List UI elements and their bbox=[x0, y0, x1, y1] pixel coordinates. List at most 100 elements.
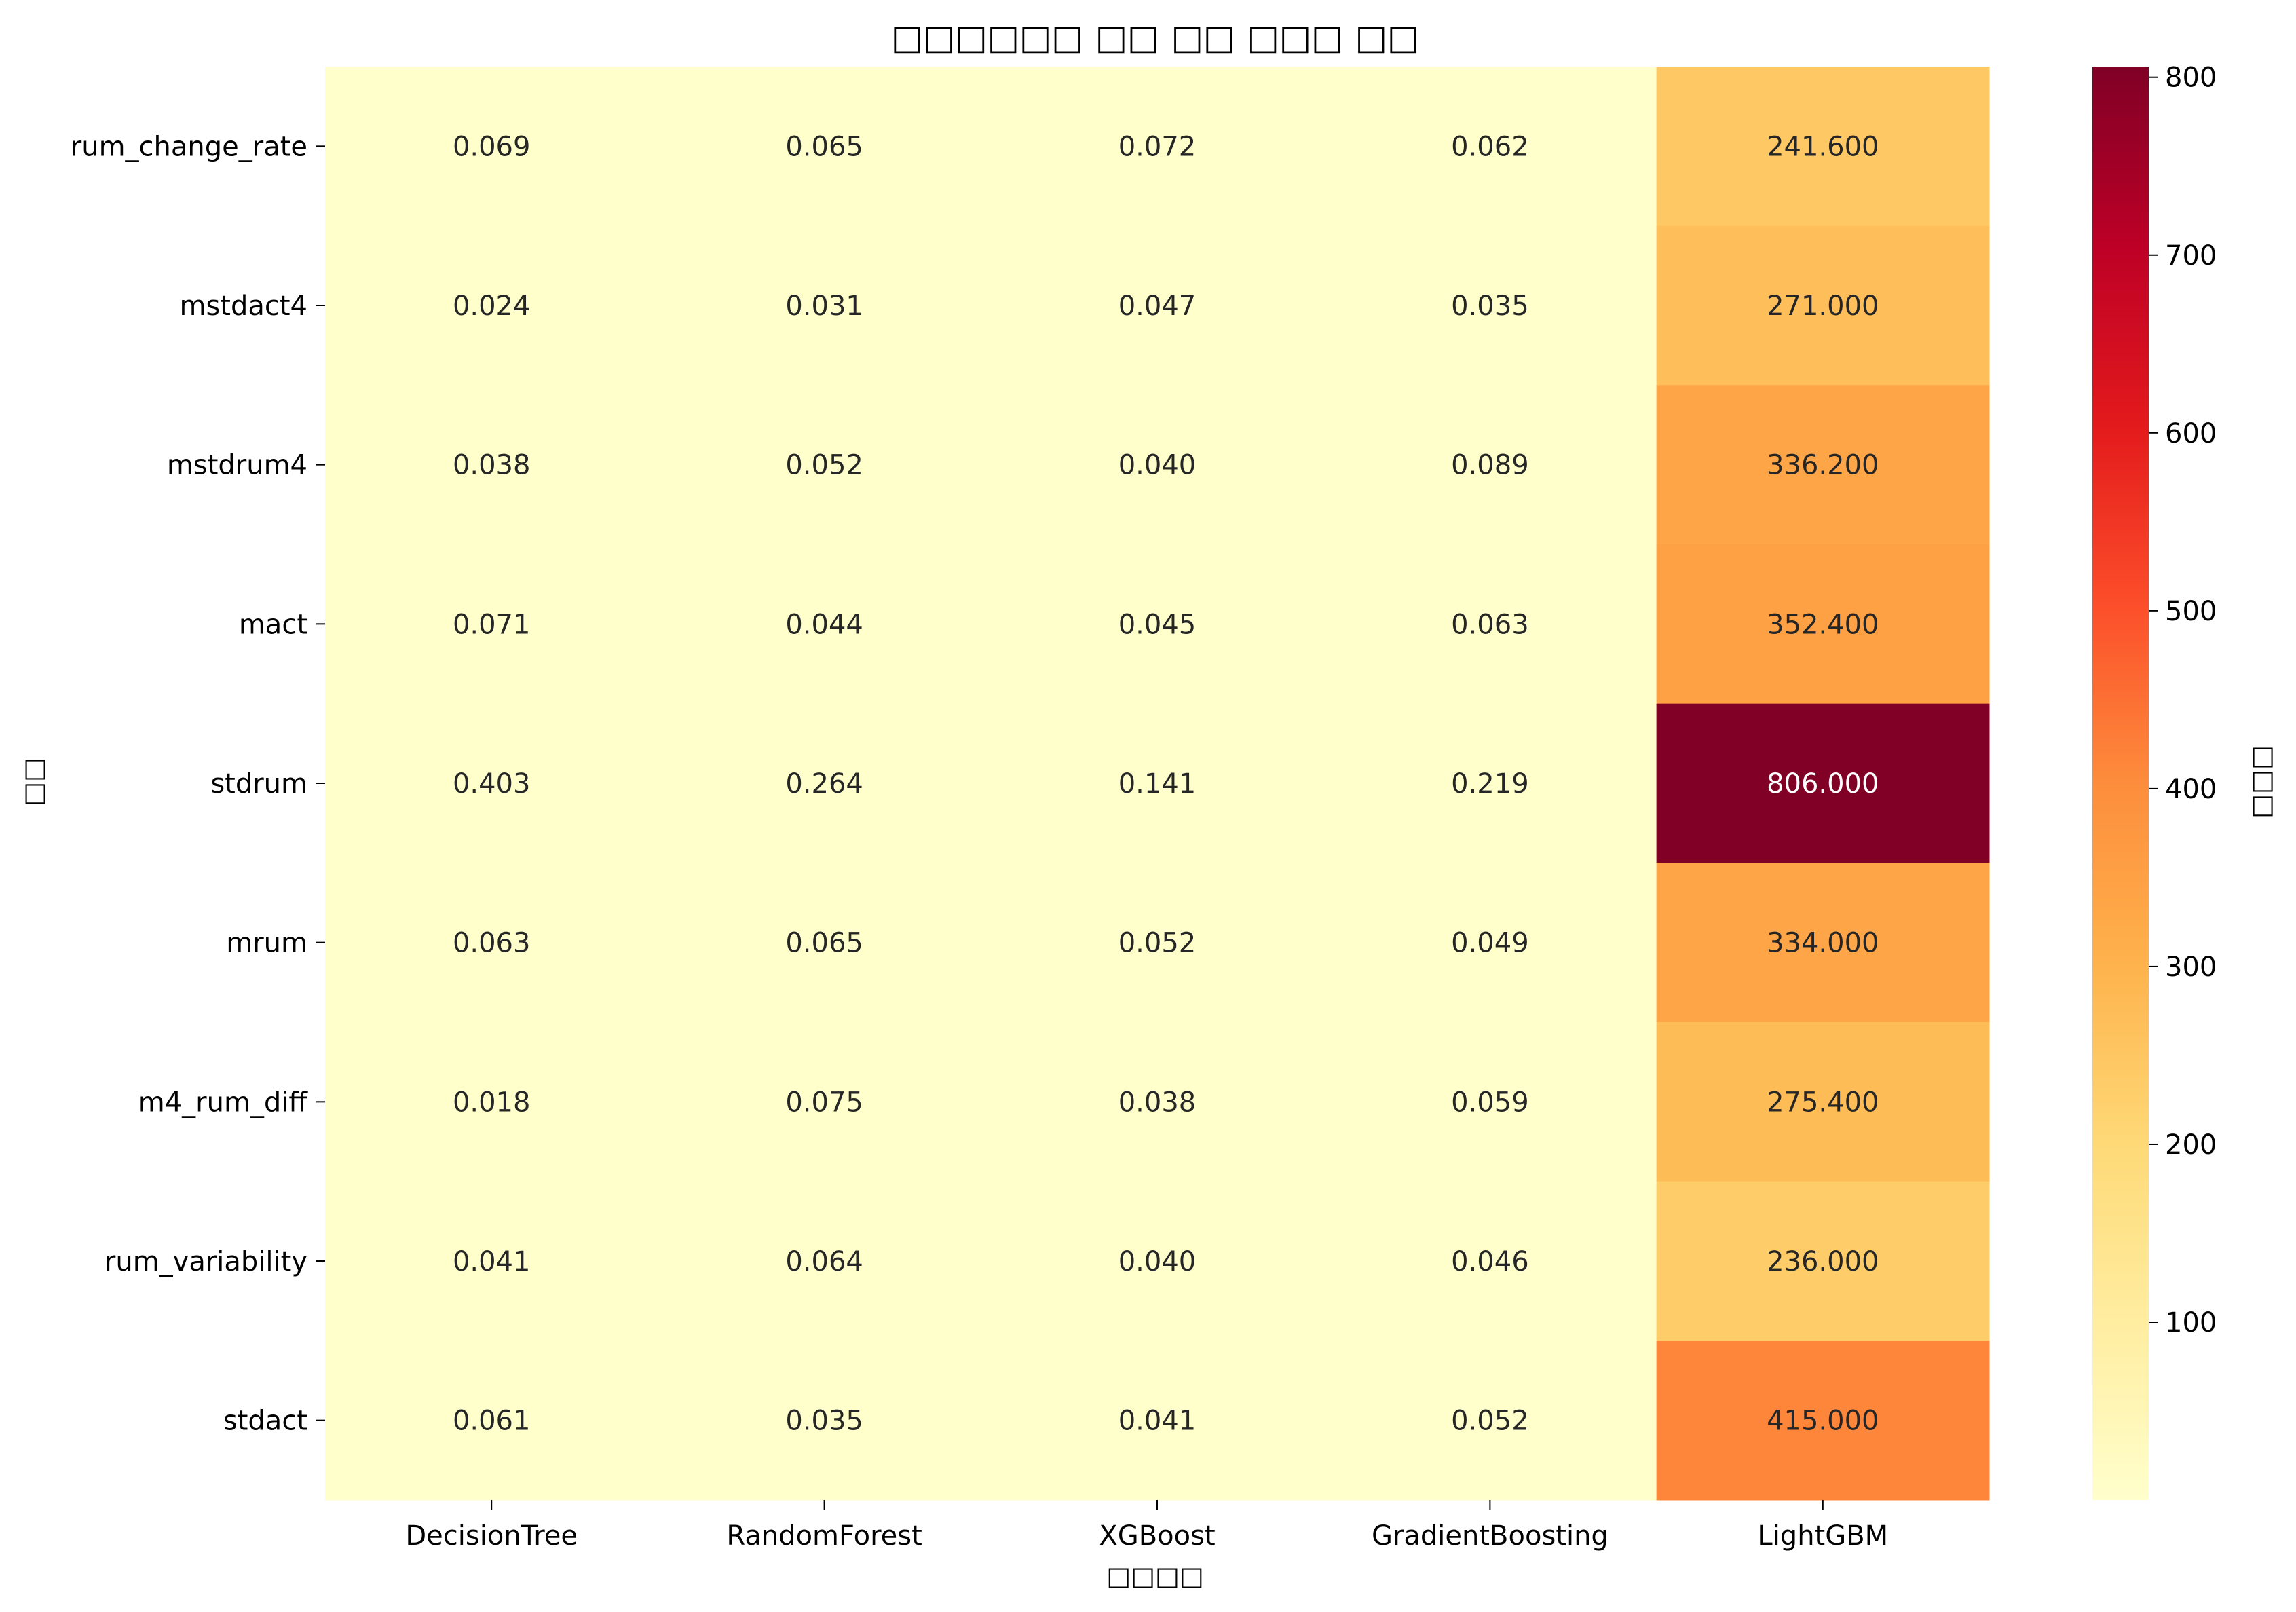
heatmap-cell bbox=[1323, 863, 1657, 1023]
cell-value-label: 271.000 bbox=[1767, 290, 1879, 322]
column-labels: DecisionTree RandomForest XGBoost GradientB… bbox=[405, 1500, 1888, 1552]
cell-value-label: 0.038 bbox=[453, 450, 531, 481]
heatmap-cell bbox=[325, 1022, 658, 1182]
heatmap-cell bbox=[658, 67, 992, 227]
colorbar-tick-label: 100 bbox=[2165, 1307, 2217, 1338]
cell-value-label: 0.403 bbox=[453, 768, 531, 800]
chart-title: □□□□□□ □□ □□ □□□ □□ bbox=[891, 18, 1419, 57]
heatmap-cell bbox=[325, 1341, 658, 1501]
cell-value-label: 415.000 bbox=[1767, 1406, 1879, 1437]
heatmap-cell bbox=[990, 225, 1324, 386]
colorbar-tick-label: 200 bbox=[2165, 1129, 2217, 1161]
y-tick-label: mstdact4 bbox=[179, 290, 307, 322]
y-axis-label: □□ bbox=[18, 757, 48, 806]
cell-value-label: 0.071 bbox=[453, 609, 531, 640]
cell-value-label: 0.035 bbox=[1451, 290, 1529, 322]
heatmap-cell bbox=[1323, 1341, 1657, 1501]
cell-value-label: 0.024 bbox=[453, 290, 531, 322]
cell-value-label: 0.041 bbox=[453, 1246, 531, 1277]
cell-value-label: 0.040 bbox=[1118, 1246, 1197, 1277]
cell-value-label: 0.219 bbox=[1451, 768, 1529, 800]
y-tick-label: rum_change_rate bbox=[71, 131, 307, 162]
heatmap-cell bbox=[1656, 385, 1990, 545]
cell-value-label: 0.046 bbox=[1451, 1246, 1529, 1277]
heatmap-cell bbox=[1323, 385, 1657, 545]
heatmap-cell bbox=[1656, 544, 1990, 705]
heatmap-cell bbox=[325, 67, 658, 227]
cell-value-label: 241.600 bbox=[1767, 131, 1879, 162]
heatmap-cell bbox=[325, 385, 658, 545]
x-tick-label: DecisionTree bbox=[405, 1520, 578, 1552]
cell-value-label: 352.400 bbox=[1767, 609, 1879, 640]
colorbar-tick-label: 300 bbox=[2165, 952, 2217, 983]
cell-value-label: 0.069 bbox=[453, 131, 531, 162]
heatmap-cell bbox=[658, 225, 992, 386]
cell-value-label: 0.052 bbox=[1451, 1406, 1529, 1437]
cell-value-label: 0.064 bbox=[785, 1246, 863, 1277]
cell-value-label: 0.063 bbox=[453, 928, 531, 959]
heatmap-cell bbox=[658, 1341, 992, 1501]
heatmap-cell bbox=[658, 1022, 992, 1182]
heatmap-cell bbox=[990, 1341, 1324, 1501]
cell-value-label: 0.041 bbox=[1118, 1406, 1197, 1437]
colorbar-tick-label: 400 bbox=[2165, 774, 2217, 805]
cell-value-label: 0.141 bbox=[1118, 768, 1197, 800]
y-tick-label: rum_variability bbox=[105, 1246, 307, 1277]
colorbar-tick-label: 500 bbox=[2165, 596, 2217, 627]
heatmap-cell bbox=[658, 703, 992, 863]
cell-value-label: 0.065 bbox=[785, 131, 863, 162]
heatmap-cell bbox=[325, 225, 658, 386]
y-tick-label: mrum bbox=[226, 928, 307, 959]
heatmap-cell bbox=[1323, 225, 1657, 386]
heatmap-cell bbox=[658, 544, 992, 705]
x-tick-label: LightGBM bbox=[1757, 1520, 1888, 1552]
cell-value-label: 275.400 bbox=[1767, 1087, 1879, 1118]
colorbar: 100 200 300 400 500 600 700 800 bbox=[2092, 62, 2217, 1500]
colorbar-tick-label: 600 bbox=[2165, 418, 2217, 449]
y-tick-label: mact bbox=[239, 609, 307, 640]
heatmap-cell bbox=[1323, 544, 1657, 705]
y-tick-label: stdrum bbox=[210, 768, 307, 800]
heatmap-cell bbox=[990, 863, 1324, 1023]
heatmap-cell bbox=[990, 67, 1324, 227]
heatmap-cell bbox=[658, 385, 992, 545]
heatmap-cell bbox=[1656, 67, 1990, 227]
cell-value-label: 0.038 bbox=[1118, 1087, 1197, 1118]
colorbar-tick-label: 800 bbox=[2165, 62, 2217, 94]
x-tick-label: RandomForest bbox=[726, 1520, 922, 1552]
cell-value-label: 0.059 bbox=[1451, 1087, 1529, 1118]
cell-value-label: 0.065 bbox=[785, 928, 863, 959]
heatmap-cell bbox=[325, 544, 658, 705]
cell-value-label: 336.200 bbox=[1767, 450, 1879, 481]
x-axis-label: □□□□ bbox=[1106, 1561, 1204, 1591]
heatmap-cell bbox=[658, 1181, 992, 1341]
cell-value-label: 0.072 bbox=[1118, 131, 1197, 162]
heatmap-cell bbox=[1323, 703, 1657, 863]
heatmap-cell bbox=[325, 1181, 658, 1341]
cell-value-label: 0.047 bbox=[1118, 290, 1197, 322]
y-tick-label: m4_rum_diff bbox=[138, 1087, 309, 1118]
cell-value-label: 0.063 bbox=[1451, 609, 1529, 640]
heatmap-cell bbox=[1656, 1341, 1990, 1501]
heatmap-cell bbox=[658, 863, 992, 1023]
y-tick-label: stdact bbox=[223, 1406, 307, 1437]
cell-value-label: 0.044 bbox=[785, 609, 863, 640]
heatmap-cell bbox=[1323, 1022, 1657, 1182]
colorbar-tick-label: 700 bbox=[2165, 240, 2217, 271]
row-labels: rum_change_rate mstdact4 mstdrum4 mact stdru… bbox=[71, 131, 325, 1437]
cell-value-label: 0.031 bbox=[785, 290, 863, 322]
heatmap-cell bbox=[325, 863, 658, 1023]
heatmap-cell bbox=[990, 703, 1324, 863]
heatmap-cells: 0.069 0.065 0.072 0.062 241.600 0.024 0.031 0.0… bbox=[325, 67, 1990, 1501]
cell-value-label: 0.062 bbox=[1451, 131, 1529, 162]
cell-value-label: 334.000 bbox=[1767, 928, 1879, 959]
heatmap-cell bbox=[325, 703, 658, 863]
heatmap-cell bbox=[1656, 225, 1990, 386]
cell-value-label: 806.000 bbox=[1767, 768, 1879, 800]
heatmap-cell bbox=[1656, 863, 1990, 1023]
cell-value-label: 0.049 bbox=[1451, 928, 1529, 959]
cell-value-label: 0.018 bbox=[453, 1087, 531, 1118]
cell-value-label: 0.264 bbox=[785, 768, 863, 800]
